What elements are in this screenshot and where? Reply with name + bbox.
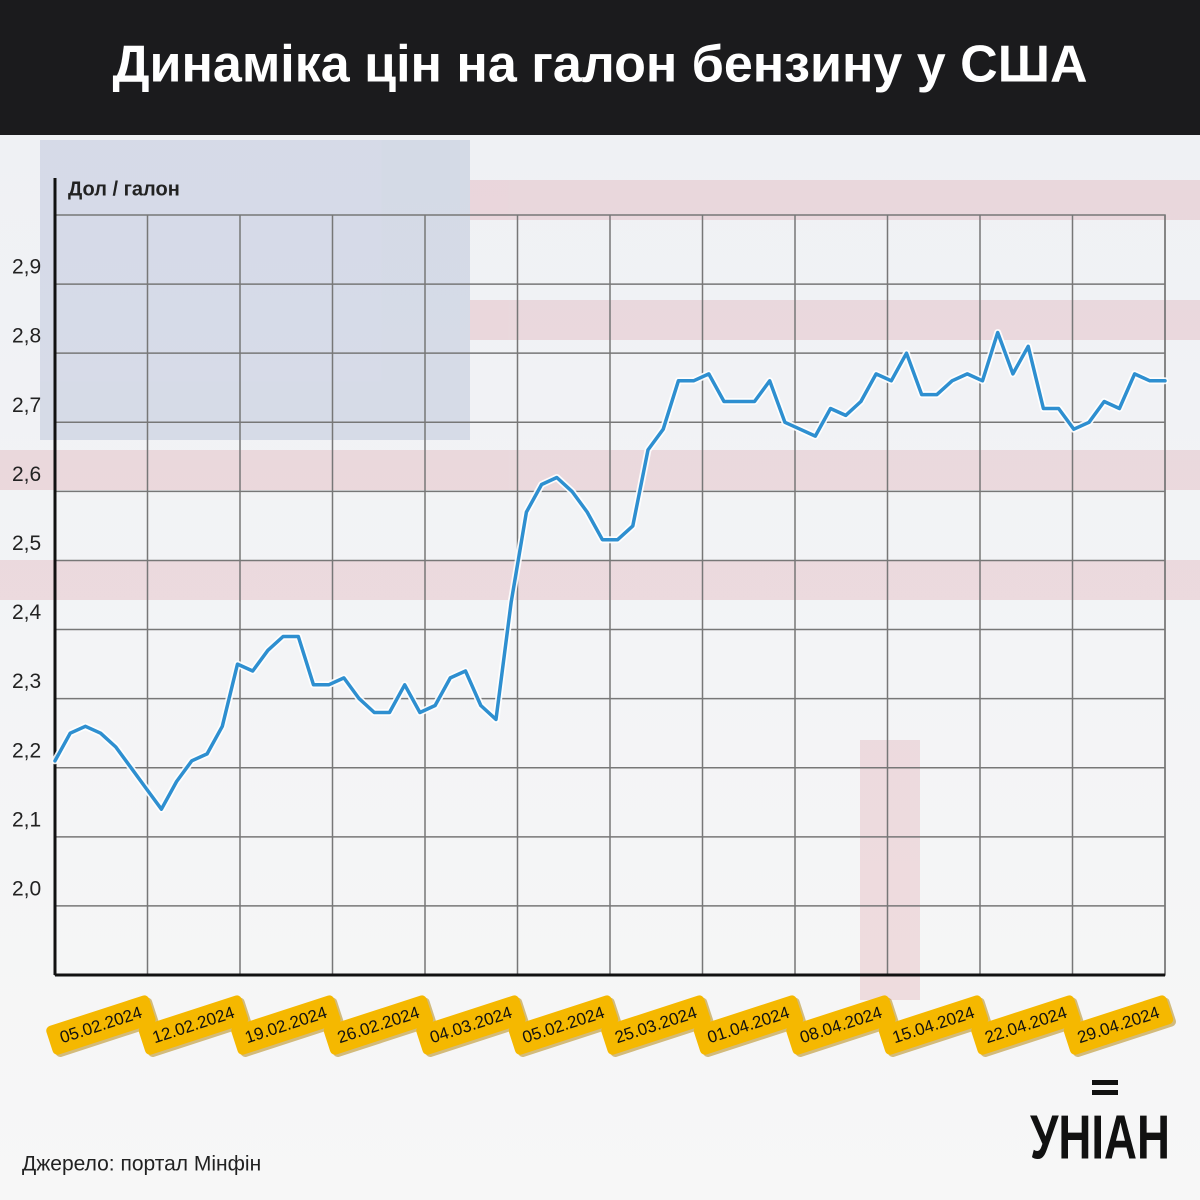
y-tick-label: 2,1 (12, 808, 41, 831)
y-tick-label: 2,0 (12, 877, 41, 900)
y-axis-label: Дол / галон (68, 178, 180, 200)
badge (323, 995, 434, 1055)
line-series (53, 330, 1167, 811)
badge (878, 995, 989, 1055)
y-tick-label: 2,9 (12, 256, 41, 279)
y-tick-label: 2,2 (12, 739, 41, 762)
chart-title: Динаміка цін на галон бензину у США (113, 36, 1088, 94)
y-tick-label: 2,5 (12, 532, 41, 555)
y-tick-label: 2,7 (12, 394, 41, 417)
flag-backdrop (0, 140, 1200, 1000)
source: Джерело: портал Мінфін (22, 1153, 261, 1176)
badge (231, 995, 341, 1055)
badge (786, 995, 896, 1055)
badge (138, 995, 249, 1055)
y-tick-label: 2,8 (12, 325, 41, 348)
logo-mark (1092, 1090, 1118, 1095)
y-tick-label: 2,6 (12, 463, 41, 486)
x-tick-badge: 04.03.2024 (416, 995, 529, 1057)
x-tick-badge: 08.04.2024 (786, 995, 899, 1057)
badge (971, 995, 1081, 1055)
badge (46, 995, 156, 1055)
badge (508, 995, 619, 1055)
badge (693, 995, 804, 1055)
x-tick-badge: 15.04.2024 (878, 995, 991, 1057)
y-tick-label: 2,3 (12, 670, 41, 693)
title-bar (0, 0, 1200, 135)
badge (416, 995, 526, 1055)
badge (601, 995, 711, 1055)
y-tick-label: 2,4 (12, 601, 42, 624)
badge (1063, 995, 1174, 1055)
logo-mark (1092, 1080, 1118, 1085)
logo: УНІАН (1030, 1103, 1170, 1172)
